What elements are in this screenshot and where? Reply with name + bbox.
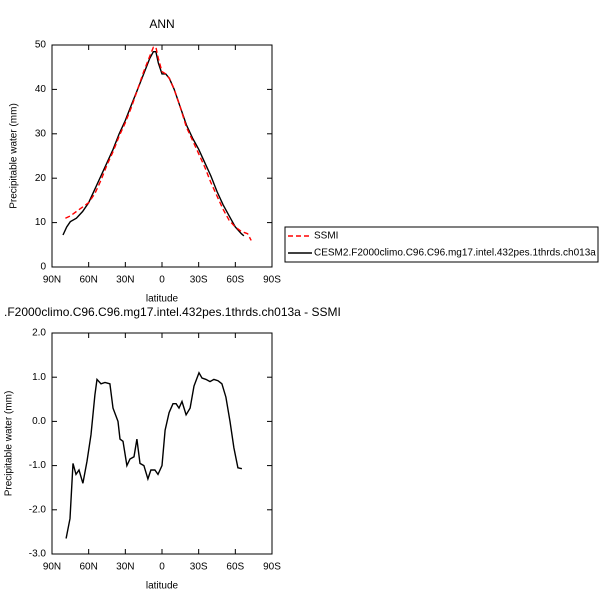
x-tick-label: 60N	[79, 562, 97, 573]
y-axis-label: Precipitable water (mm)	[9, 103, 20, 209]
y-tick-label: 0	[40, 262, 46, 273]
x-tick-label: 60S	[226, 562, 244, 573]
y-tick-label: -2.0	[29, 504, 47, 515]
plot-frame	[51, 332, 273, 555]
chart-title: ANN	[149, 17, 174, 31]
x-tick-label: 90S	[263, 562, 281, 573]
x-tick-label: 60N	[79, 275, 97, 286]
legend-label: CESM2.F2000climo.C96.C96.mg17.intel.432p…	[314, 248, 596, 259]
y-tick-label: 0.0	[32, 416, 46, 427]
y-axis-label: Precipitable water (mm)	[4, 391, 15, 497]
y-tick-label: 50	[35, 40, 47, 51]
y-tick-label: -1.0	[29, 460, 47, 471]
y-tick-label: 2.0	[32, 328, 46, 339]
legend-box	[284, 226, 599, 263]
data-line	[65, 371, 243, 539]
legend-label: SSMI	[314, 231, 338, 242]
plot-frame	[51, 44, 273, 268]
x-tick-label: 0	[159, 562, 165, 573]
data-line	[65, 46, 252, 241]
y-tick-label: 1.0	[32, 372, 46, 383]
data-line	[62, 51, 245, 237]
x-axis-label: latitude	[146, 294, 179, 305]
y-tick-label: -3.0	[29, 549, 47, 560]
x-axis-label: latitude	[146, 581, 179, 592]
x-tick-label: 30S	[190, 275, 208, 286]
x-tick-label: 60S	[226, 275, 244, 286]
x-tick-label: 90N	[43, 562, 61, 573]
x-tick-label: 90S	[263, 275, 281, 286]
x-tick-label: 0	[159, 275, 165, 286]
y-tick-label: 30	[35, 128, 47, 139]
x-tick-label: 30N	[116, 275, 134, 286]
x-tick-label: 30N	[116, 562, 134, 573]
y-tick-label: 20	[35, 173, 47, 184]
x-tick-label: 90N	[43, 275, 61, 286]
y-tick-label: 10	[35, 217, 47, 228]
y-tick-label: 40	[35, 84, 47, 95]
chart-title: .F2000climo.C96.C96.mg17.intel.432pes.1t…	[4, 305, 341, 319]
x-tick-label: 30S	[190, 562, 208, 573]
